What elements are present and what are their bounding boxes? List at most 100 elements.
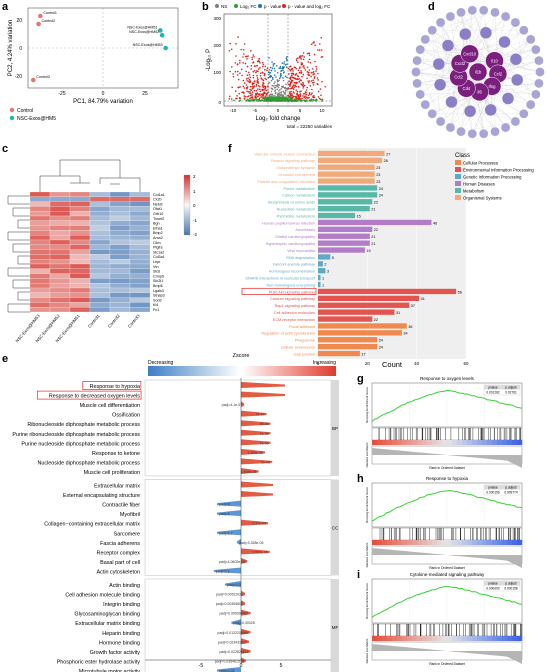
kegg-category-label: Relaxin signaling pathway <box>271 159 315 163</box>
volcano-point <box>262 93 265 95</box>
heatmap-cell <box>89 297 111 303</box>
gsea-rank-color <box>437 540 443 545</box>
heatmap-sample-label: Control1 <box>87 313 101 329</box>
network-node <box>531 89 541 100</box>
heatmap-cell <box>89 196 111 202</box>
go-zscore-bar <box>241 458 273 465</box>
gsea-rank-color <box>402 540 408 545</box>
heatmap-cell <box>129 273 151 279</box>
volcano-point <box>306 77 309 80</box>
volcano-point <box>313 96 316 99</box>
volcano-point <box>318 97 321 100</box>
gsea-rank-color <box>397 540 403 545</box>
volcano-point <box>299 94 302 97</box>
go-term-label: Purine ribonucleoside diphosphate metabo… <box>12 432 140 438</box>
kegg-legend-label: Genetic Information Processing <box>463 175 522 180</box>
volcano-point <box>283 66 285 68</box>
volcano-point <box>284 93 286 96</box>
volcano-point <box>279 67 282 69</box>
gsea-rank-color <box>437 636 443 641</box>
gsea-stats-col: pvalue <box>488 582 498 586</box>
panel-a-xtick: -25 <box>58 91 65 97</box>
volcano-point <box>285 66 288 68</box>
volcano-point <box>294 84 297 87</box>
volcano-point <box>286 63 288 65</box>
volcano-point <box>235 55 237 57</box>
kegg-category-label: Glutamatergic synapse <box>276 166 315 170</box>
panel-e-xtick: -5 <box>199 663 204 669</box>
volcano-point <box>232 76 235 78</box>
kegg-category-label: Calcium signaling pathway <box>270 297 315 301</box>
heatmap-cell <box>69 215 91 221</box>
go-term-label: Actin binding <box>109 583 140 589</box>
volcano-point <box>253 89 256 92</box>
heatmap-cell <box>69 211 91 217</box>
volcano-point <box>301 62 304 64</box>
network-node <box>479 26 493 39</box>
volcano-point <box>315 98 318 101</box>
gsea-rank-color <box>372 440 378 445</box>
gsea-rank-color <box>407 636 413 641</box>
heatmap-cell <box>29 292 51 298</box>
volcano-point <box>286 89 288 91</box>
volcano-point <box>265 89 268 92</box>
network-node <box>534 55 544 66</box>
go-group-frame <box>144 379 332 477</box>
go-zscore-bar <box>241 590 245 597</box>
gsea-rank-color <box>517 440 523 445</box>
gsea-stats-val: 0.000000 <box>486 587 500 591</box>
volcano-point <box>291 72 293 75</box>
volcano-point <box>292 70 294 72</box>
pca-point-label: Control3 <box>36 75 50 79</box>
panel-e-gradient-inc <box>242 366 336 376</box>
volcano-point <box>304 91 307 93</box>
heatmap-cell <box>109 235 131 241</box>
volcano-point <box>288 99 291 102</box>
go-zscore-bar <box>241 609 251 616</box>
volcano-point <box>266 98 269 100</box>
network-hub-label: Ccl2 <box>454 75 463 80</box>
heatmap-sample-label: Control3 <box>127 313 141 329</box>
volcano-point <box>306 96 308 99</box>
heatmap-cell <box>29 259 51 265</box>
heatmap-gene-label: Vtn <box>153 265 159 269</box>
panel-f-bars: 27 Vascular smooth muscle contraction 26 Re… <box>241 148 469 366</box>
kegg-legend-label: Cellular Processes <box>463 161 498 166</box>
network-edge <box>450 16 539 61</box>
volcano-point <box>295 82 298 85</box>
volcano-point <box>317 83 319 85</box>
volcano-point <box>295 67 298 70</box>
go-zscore-bar <box>241 429 271 436</box>
kegg-legend-swatch <box>455 160 461 165</box>
network-edge <box>469 53 509 99</box>
heatmap-cell <box>89 283 111 289</box>
go-padj-label: 1.862e-05 <box>252 550 268 554</box>
heatmap-gene-label: Arxa2 <box>153 236 163 240</box>
volcano-point <box>313 53 316 56</box>
volcano-point <box>300 83 303 86</box>
network-edge <box>417 83 462 132</box>
volcano-point <box>249 80 252 82</box>
volcano-point <box>299 99 302 101</box>
panel-b-xtick: 10 <box>319 108 325 113</box>
gsea-rank-color <box>502 440 508 445</box>
gsea-rank-color <box>447 440 453 445</box>
heatmap-cell <box>109 278 131 284</box>
heatmap-cell <box>69 220 91 226</box>
gsea-rank-color <box>497 540 503 545</box>
go-term-label: Phosphoric ester hydrolase activity <box>57 659 141 665</box>
heatmap-sample-label: Control2 <box>107 313 121 329</box>
kegg-category-label: SNARE interactions in vesicular transpor… <box>245 277 316 281</box>
volcano-point <box>319 43 321 45</box>
volcano-point <box>276 72 279 74</box>
gsea-rank-color <box>432 636 438 641</box>
volcano-point <box>259 72 262 74</box>
volcano-point <box>262 62 264 64</box>
volcano-point <box>296 95 298 97</box>
heatmap-cell <box>29 225 51 231</box>
heatmap-cell <box>49 230 71 236</box>
kegg-category-label: Homologous recombination <box>269 270 315 274</box>
volcano-point <box>312 42 314 44</box>
volcano-point <box>283 61 286 63</box>
volcano-point <box>250 96 252 99</box>
